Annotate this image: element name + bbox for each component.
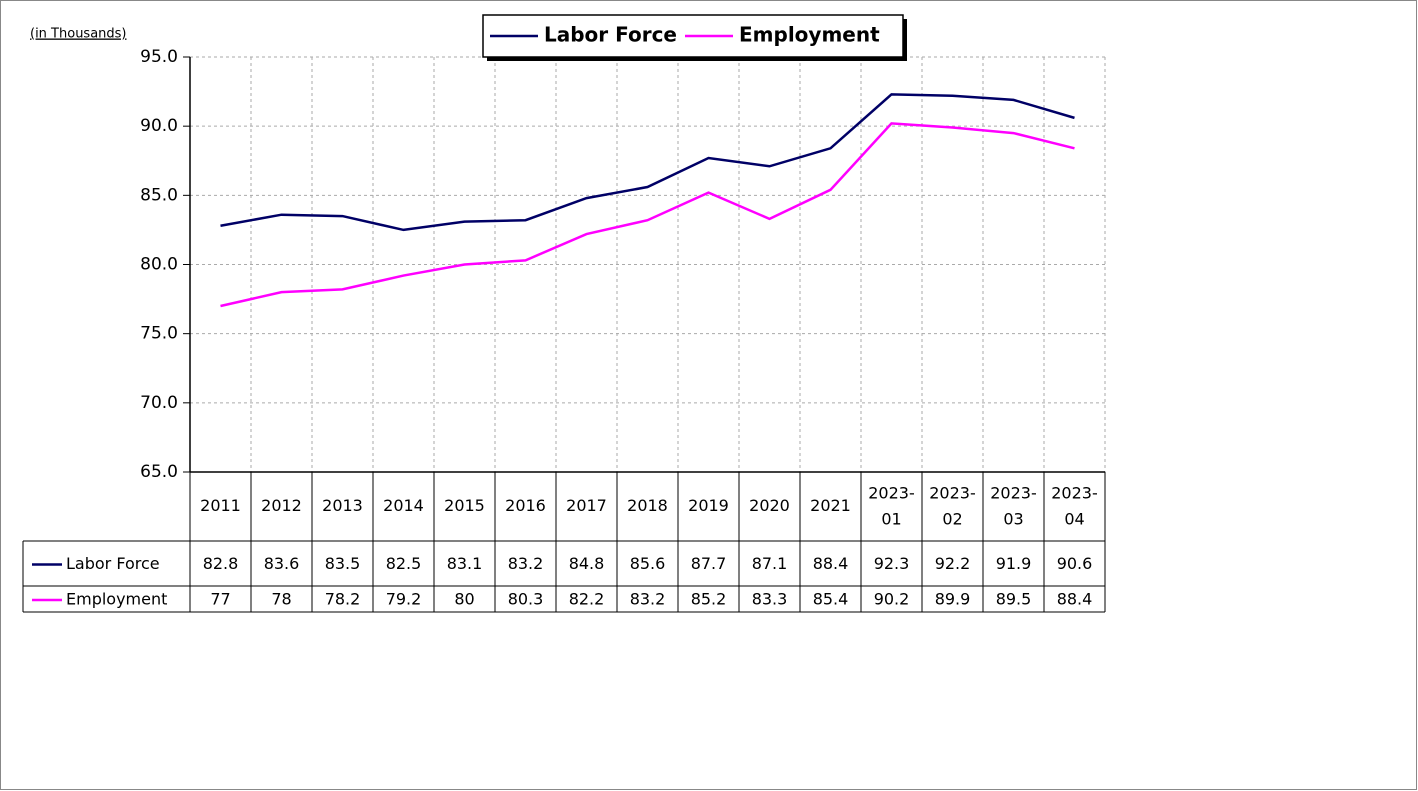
- table-cell: 83.6: [264, 554, 300, 573]
- table-cell: 88.4: [813, 554, 849, 573]
- x-tick-label: 2017: [566, 496, 607, 515]
- x-tick-label: 2023-02: [929, 483, 976, 528]
- x-tick-label: 2016: [505, 496, 546, 515]
- series-line: [220, 122, 1075, 308]
- table-cell: 89.5: [996, 590, 1032, 609]
- x-tick-label: 2018: [627, 496, 668, 515]
- x-tick-label: 2015: [444, 496, 485, 515]
- y-tick-label: 80.0: [140, 255, 178, 275]
- x-tick-label: 2020: [749, 496, 790, 515]
- table-cell: 92.2: [935, 554, 971, 573]
- table-cell: 88.4: [1057, 590, 1093, 609]
- table-cell: 82.5: [386, 554, 422, 573]
- legend-label: Employment: [739, 23, 880, 47]
- table-cell: 90.2: [874, 590, 910, 609]
- table-cell: 83.5: [325, 554, 361, 573]
- y-axis-label: (in Thousands): [30, 27, 127, 42]
- table-cell: 78: [271, 590, 291, 609]
- table-cell: 83.2: [508, 554, 544, 573]
- y-tick-label: 90.0: [140, 116, 178, 136]
- table-cell: 90.6: [1057, 554, 1093, 573]
- x-tick-label: 2014: [383, 496, 424, 515]
- x-tick-label: 2021: [810, 496, 851, 515]
- y-tick-label: 65.0: [140, 462, 178, 482]
- y-tick-label: 70.0: [140, 393, 178, 413]
- table-cell: 92.3: [874, 554, 910, 573]
- table-cell: 85.6: [630, 554, 666, 573]
- table-cell: 89.9: [935, 590, 971, 609]
- x-tick-label: 2012: [261, 496, 302, 515]
- table-cell: 84.8: [569, 554, 605, 573]
- legend-label: Labor Force: [544, 23, 677, 47]
- table-cell: 83.1: [447, 554, 483, 573]
- table-row-label: Labor Force: [66, 554, 160, 573]
- table-cell: 82.2: [569, 590, 605, 609]
- table-cell: 83.3: [752, 590, 788, 609]
- x-tick-label: 2011: [200, 496, 241, 515]
- table-cell: 77: [210, 590, 230, 609]
- table-row-label: Employment: [66, 590, 167, 609]
- y-tick-label: 85.0: [140, 185, 178, 205]
- y-tick-label: 75.0: [140, 324, 178, 344]
- x-tick-label: 2023-03: [990, 483, 1037, 528]
- series-line: [220, 93, 1075, 232]
- table-cell: 87.7: [691, 554, 727, 573]
- y-tick-label: 95.0: [140, 47, 178, 67]
- x-tick-label: 2023-04: [1051, 483, 1098, 528]
- table-cell: 91.9: [996, 554, 1032, 573]
- table-cell: 80: [454, 590, 474, 609]
- x-tick-label: 2023-01: [868, 483, 915, 528]
- x-tick-label: 2013: [322, 496, 363, 515]
- table-cell: 87.1: [752, 554, 788, 573]
- table-cell: 85.4: [813, 590, 849, 609]
- legend: Labor Force Employment: [482, 14, 907, 61]
- x-tick-label: 2019: [688, 496, 729, 515]
- table-cell: 85.2: [691, 590, 727, 609]
- table-cell: 78.2: [325, 590, 361, 609]
- table-cell: 79.2: [386, 590, 422, 609]
- table-cell: 80.3: [508, 590, 544, 609]
- table-cell: 82.8: [203, 554, 239, 573]
- table-cell: 83.2: [630, 590, 666, 609]
